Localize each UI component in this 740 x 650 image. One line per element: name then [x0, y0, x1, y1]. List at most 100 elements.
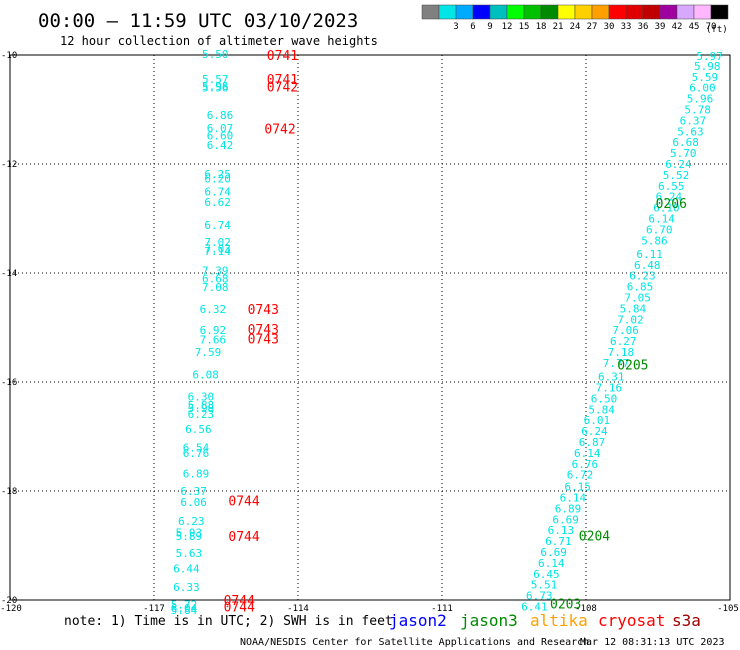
colorbar-swatch	[438, 4, 457, 20]
swh-value: 5.51	[531, 579, 558, 592]
swh-value: 5.52	[663, 169, 690, 182]
swh-value: 6.60	[207, 130, 234, 143]
swh-value: 5.84	[588, 403, 615, 416]
pass-time-label: 0741	[267, 49, 298, 64]
latitude-tick-label: -16	[1, 378, 17, 388]
swh-value: 6.44	[173, 562, 200, 575]
swh-value: 7.14	[204, 245, 231, 258]
swh-value: 7.66	[200, 333, 227, 346]
footer-credit: NOAA/NESDIS Center for Satellite Applica…	[240, 637, 589, 648]
pass-time-label: 0742	[264, 123, 295, 138]
colorbar-swatch	[676, 4, 695, 20]
swh-value: 6.14	[538, 557, 565, 570]
swh-value: 6.27	[610, 335, 637, 348]
swh-value: 5.89	[176, 530, 203, 543]
pass-time-label: 0205	[617, 359, 648, 374]
swh-value: 6.89	[183, 468, 210, 481]
swh-value: 6.45	[533, 568, 560, 581]
swh-value: 6.13	[548, 524, 575, 537]
swh-value: 7.03	[204, 242, 231, 255]
colorbar-tick-label: 9	[487, 22, 492, 32]
colorbar-unit: (ft)	[706, 25, 728, 35]
swh-value: 7.77	[603, 357, 630, 370]
pass-time-label: 0741	[267, 73, 298, 88]
swh-track-labels: 5.505.575.985.566.866.076.606.426.256.20…	[171, 48, 723, 617]
swh-value: 6.14	[574, 447, 601, 460]
swh-value: 6.69	[540, 546, 567, 559]
swh-value: 6.68	[672, 136, 699, 149]
swh-value: 5.59	[692, 71, 719, 84]
swh-value: 5.84	[171, 604, 198, 617]
colorbar-tick-label: 39	[655, 22, 666, 32]
swh-value: 6.74	[204, 219, 231, 232]
swh-value: 5.96	[687, 93, 714, 106]
swh-value: 6.23	[178, 515, 205, 528]
colorbar-tick-label: 33	[621, 22, 632, 32]
pass-time-label: 0742	[267, 81, 298, 96]
swh-value: 6.01	[584, 414, 611, 427]
colorbar-tick-label: 15	[519, 22, 530, 32]
swh-value: 6.32	[200, 303, 227, 316]
legend-altika: altika	[530, 611, 588, 630]
swh-value: 6.71	[545, 535, 572, 548]
swh-value: 5.98	[694, 60, 721, 73]
colorbar-tick-label: 6	[470, 22, 475, 32]
colorbar-swatch	[710, 4, 729, 20]
page-subtitle: 12 hour collection of altimeter wave hei…	[60, 34, 378, 48]
swh-value: 6.87	[579, 436, 606, 449]
swh-value: 5.56	[202, 82, 229, 95]
colorbar-swatch	[608, 4, 627, 20]
swh-value: 7.18	[608, 346, 635, 359]
swh-value: 6.14	[560, 492, 587, 505]
longitude-tick-label: -111	[431, 604, 453, 614]
colorbar-tick-label: 12	[502, 22, 513, 32]
colorbar-swatch	[472, 4, 491, 20]
swh-value: 6.37	[680, 114, 707, 127]
colorbar-swatch	[421, 4, 440, 20]
longitude-tick-label: -120	[0, 604, 22, 614]
pass-time-labels: 0741074107420742074307430743074407440744…	[224, 49, 687, 616]
swh-value: 6.55	[658, 180, 685, 193]
colorbar-swatch	[659, 4, 678, 20]
swh-value: 6.23	[629, 270, 656, 283]
swh-value: 6.76	[572, 458, 599, 471]
pass-time-label: 0744	[228, 530, 259, 545]
swh-value: 6.23	[188, 408, 215, 421]
colorbar-swatch	[506, 4, 525, 20]
longitude-tick-label: -108	[575, 604, 597, 614]
colorbar-swatch	[642, 4, 661, 20]
map-grid	[10, 55, 730, 600]
swh-value: 6.07	[207, 122, 234, 135]
swh-value: 6.68	[202, 272, 229, 285]
swh-value: 5.97	[696, 50, 723, 63]
longitude-tick-label: -114	[287, 604, 309, 614]
pass-time-label: 0203	[550, 597, 581, 612]
swh-value: 5.57	[202, 73, 229, 86]
swh-value: 6.15	[564, 481, 591, 494]
swh-value: 6.70	[646, 223, 673, 236]
pass-time-label: 0744	[228, 494, 259, 509]
swh-value: 7.02	[204, 236, 231, 249]
pass-time-label: 0743	[248, 323, 279, 338]
colorbar-tick-label: 21	[553, 22, 564, 32]
swh-value: 5.63	[176, 547, 203, 560]
colorbar-tick-label: 27	[587, 22, 598, 32]
colorbar-swatch	[625, 4, 644, 20]
swh-value: 5.78	[684, 104, 711, 117]
colorbar-tick-label: 45	[689, 22, 700, 32]
swh-value: 6.62	[204, 196, 231, 209]
swh-value: 7.59	[195, 346, 222, 359]
wave-height-colorbar: 3 6 9 12 15 18 21 24 27 30 33 36 39 42 45 70	[421, 4, 729, 32]
swh-value: 6.37	[180, 485, 207, 498]
swh-value: 5.98	[202, 80, 229, 93]
legend-s3a: s3a	[672, 611, 701, 630]
colorbar-swatch	[693, 4, 712, 20]
colorbar-swatch	[540, 4, 559, 20]
axis-tick-labels: -120 -117 -114 -111 -108 -105 -10 -12 -14 -16 -18 -…	[0, 51, 739, 614]
swh-value: 5.98	[188, 402, 215, 415]
swh-value: 5.70	[670, 147, 697, 160]
swh-value: 6.04	[171, 602, 198, 615]
swh-value: 6.00	[689, 82, 716, 95]
swh-value: 5.72	[171, 598, 198, 611]
